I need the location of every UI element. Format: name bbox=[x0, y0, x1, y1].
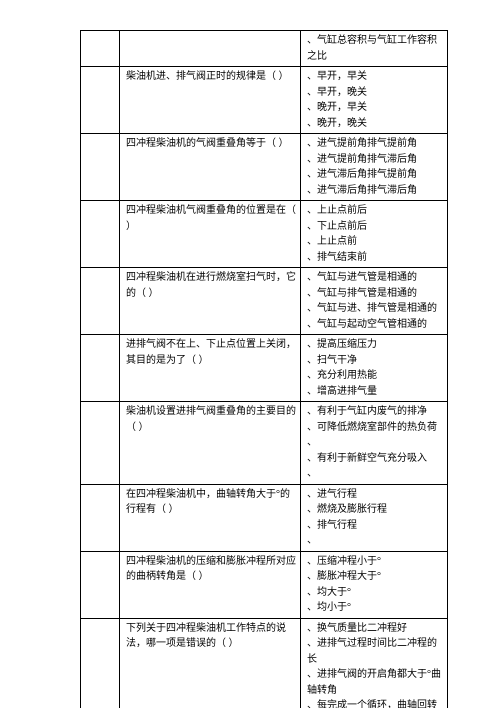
option-text: 进气提前角排气提前角 bbox=[307, 136, 443, 152]
option-text: 气缸总容积与气缸工作容积之比 bbox=[307, 33, 443, 64]
option-text: 每完成一个循环，曲轴回转一周 bbox=[307, 698, 443, 708]
row-number-cell bbox=[81, 335, 120, 402]
option-text bbox=[307, 466, 443, 482]
question-cell bbox=[120, 31, 301, 67]
row-number-cell bbox=[81, 402, 120, 485]
option-text: 晚开，早关 bbox=[307, 100, 443, 116]
options-cell: 压缩冲程小于°膨胀冲程大于°均大于°均小于° bbox=[301, 551, 448, 618]
question-cell: 在四冲程柴油机中，曲轴转角大于°的行程有（ ） bbox=[120, 484, 301, 551]
option-text: 进气行程 bbox=[307, 487, 443, 503]
option-text: 进气滞后角排气提前角 bbox=[307, 167, 443, 183]
question-cell: 四冲程柴油机的压缩和膨胀冲程所对应的曲柄转角是（ ） bbox=[120, 551, 301, 618]
option-text: 上止点前 bbox=[307, 234, 443, 250]
option-text: 下止点前后 bbox=[307, 219, 443, 235]
table-row: 柴油机进、排气阀正时的规律是（ ）早开，早关早开，晚关晚开，早关晚开，晚关 bbox=[81, 67, 448, 134]
table-row: 下列关于四冲程柴油机工作特点的说法，哪一项是错误的（ ）换气质量比二冲程好进排气… bbox=[81, 618, 448, 708]
question-table: 气缸总容积与气缸工作容积之比柴油机进、排气阀正时的规律是（ ）早开，早关早开，晚… bbox=[80, 30, 448, 708]
row-number-cell bbox=[81, 551, 120, 618]
option-text: 排气行程 bbox=[307, 518, 443, 534]
option-text: 增高进排气量 bbox=[307, 384, 443, 400]
options-cell: 提高压缩压力扫气干净充分利用热能增高进排气量 bbox=[301, 335, 448, 402]
options-cell: 气缸总容积与气缸工作容积之比 bbox=[301, 31, 448, 67]
table-row: 进排气阀不在上、下止点位置上关闭，其目的是为了（ ）提高压缩压力扫气干净充分利用… bbox=[81, 335, 448, 402]
question-cell: 进排气阀不在上、下止点位置上关闭，其目的是为了（ ） bbox=[120, 335, 301, 402]
table-row: 四冲程柴油机气阀重叠角的位置是在（ ）上止点前后下止点前后上止点前排气结束前 bbox=[81, 201, 448, 268]
option-text: 气缸与进、排气管是相通的 bbox=[307, 301, 443, 317]
option-text: 均大于° bbox=[307, 585, 443, 601]
option-text: 晚开，晚关 bbox=[307, 116, 443, 132]
row-number-cell bbox=[81, 67, 120, 134]
row-number-cell bbox=[81, 618, 120, 708]
option-text: 压缩冲程小于° bbox=[307, 554, 443, 570]
option-text: 气缸与排气管是相通的 bbox=[307, 286, 443, 302]
question-cell: 柴油机设置进排气阀重叠角的主要目的（ ） bbox=[120, 402, 301, 485]
option-text: 排气结束前 bbox=[307, 250, 443, 266]
table-row: 四冲程柴油机在进行燃烧室扫气时，它的（ ）气缸与进气管是相通的气缸与排气管是相通… bbox=[81, 268, 448, 335]
option-text: 可降低燃烧室部件的热负荷 bbox=[307, 420, 443, 436]
option-text: 上止点前后 bbox=[307, 203, 443, 219]
question-cell: 下列关于四冲程柴油机工作特点的说法，哪一项是错误的（ ） bbox=[120, 618, 301, 708]
options-cell: 进气行程燃烧及膨胀行程排气行程 bbox=[301, 484, 448, 551]
option-text: 提高压缩压力 bbox=[307, 337, 443, 353]
table-row: 四冲程柴油机的气阀重叠角等于（ ）进气提前角排气提前角进气提前角排气滞后角进气滞… bbox=[81, 134, 448, 201]
option-text bbox=[307, 533, 443, 549]
option-text: 扫气干净 bbox=[307, 353, 443, 369]
row-number-cell bbox=[81, 134, 120, 201]
row-number-cell bbox=[81, 31, 120, 67]
option-text: 充分利用热能 bbox=[307, 368, 443, 384]
question-cell: 四冲程柴油机的气阀重叠角等于（ ） bbox=[120, 134, 301, 201]
option-text: 燃烧及膨胀行程 bbox=[307, 502, 443, 518]
option-text: 进排气阀的开启角都大于°曲轴转角 bbox=[307, 667, 443, 698]
options-cell: 进气提前角排气提前角进气提前角排气滞后角进气滞后角排气提前角进气滞后角排气滞后角 bbox=[301, 134, 448, 201]
option-text: 换气质量比二冲程好 bbox=[307, 621, 443, 637]
option-text: 有利于新鲜空气充分吸入 bbox=[307, 451, 443, 467]
option-text: 进排气过程时间比二冲程的长 bbox=[307, 636, 443, 667]
page: 气缸总容积与气缸工作容积之比柴油机进、排气阀正时的规律是（ ）早开，早关早开，晚… bbox=[0, 0, 500, 708]
option-text: 进气提前角排气滞后角 bbox=[307, 152, 443, 168]
options-cell: 气缸与进气管是相通的气缸与排气管是相通的气缸与进、排气管是相通的气缸与起动空气管… bbox=[301, 268, 448, 335]
table-row: 柴油机设置进排气阀重叠角的主要目的（ ）有利于气缸内废气的排净可降低燃烧室部件的… bbox=[81, 402, 448, 485]
option-text: 早开，晚关 bbox=[307, 85, 443, 101]
table-row: 四冲程柴油机的压缩和膨胀冲程所对应的曲柄转角是（ ）压缩冲程小于°膨胀冲程大于°… bbox=[81, 551, 448, 618]
question-cell: 四冲程柴油机在进行燃烧室扫气时，它的（ ） bbox=[120, 268, 301, 335]
table-row: 在四冲程柴油机中，曲轴转角大于°的行程有（ ）进气行程燃烧及膨胀行程排气行程 bbox=[81, 484, 448, 551]
options-cell: 有利于气缸内废气的排净可降低燃烧室部件的热负荷有利于新鲜空气充分吸入 bbox=[301, 402, 448, 485]
row-number-cell bbox=[81, 268, 120, 335]
row-number-cell bbox=[81, 201, 120, 268]
question-cell: 柴油机进、排气阀正时的规律是（ ） bbox=[120, 67, 301, 134]
option-text: 气缸与进气管是相通的 bbox=[307, 270, 443, 286]
option-text: 有利于气缸内废气的排净 bbox=[307, 404, 443, 420]
option-text: 早开，早关 bbox=[307, 69, 443, 85]
table-row: 气缸总容积与气缸工作容积之比 bbox=[81, 31, 448, 67]
option-text bbox=[307, 435, 443, 451]
option-text: 气缸与起动空气管相通的 bbox=[307, 317, 443, 333]
option-text: 均小于° bbox=[307, 600, 443, 616]
question-cell: 四冲程柴油机气阀重叠角的位置是在（ ） bbox=[120, 201, 301, 268]
options-cell: 换气质量比二冲程好进排气过程时间比二冲程的长进排气阀的开启角都大于°曲轴转角每完… bbox=[301, 618, 448, 708]
row-number-cell bbox=[81, 484, 120, 551]
option-text: 膨胀冲程大于° bbox=[307, 569, 443, 585]
options-cell: 早开，早关早开，晚关晚开，早关晚开，晚关 bbox=[301, 67, 448, 134]
options-cell: 上止点前后下止点前后上止点前排气结束前 bbox=[301, 201, 448, 268]
option-text: 进气滞后角排气滞后角 bbox=[307, 183, 443, 199]
